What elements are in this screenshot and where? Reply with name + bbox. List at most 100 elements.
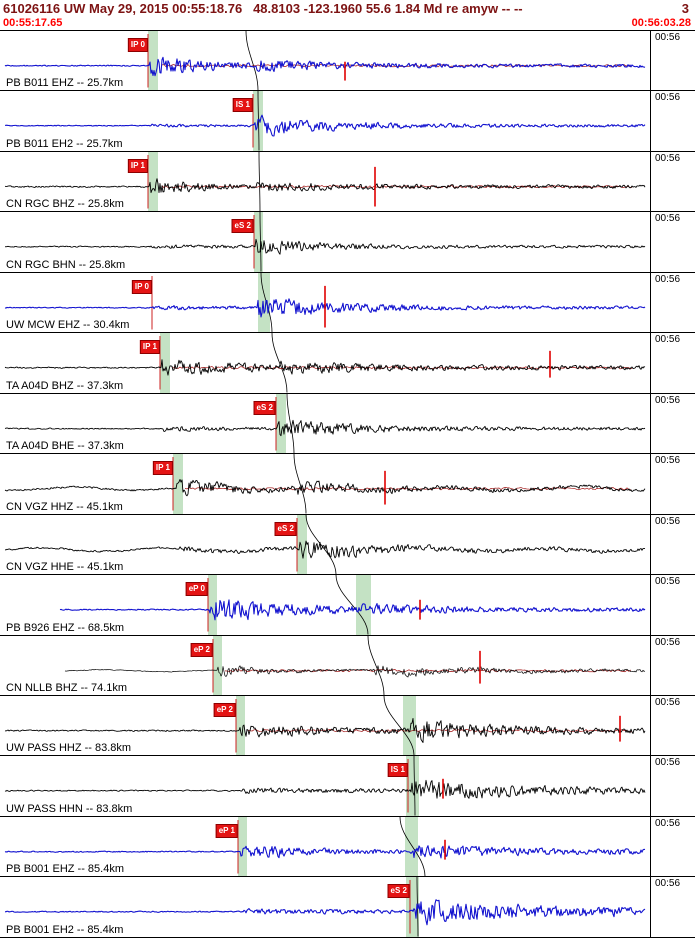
panel-right-margin: 00:56: [650, 333, 695, 393]
trace-station-label: PB B001 EHZ -- 85.4km: [6, 863, 124, 876]
phase-pick-label-uw-pass-hhz[interactable]: eP 2: [213, 702, 236, 717]
panel-time-label: 00:56: [655, 878, 681, 890]
window-start-time: 00:55:17.65: [3, 17, 63, 29]
trace-panel-pb-b011-ehz: IP 0 PB B011 EHZ -- 25.7km 00:56: [0, 30, 695, 91]
s-moveout-curve: [259, 212, 262, 272]
seismogram-trace: [4, 780, 646, 800]
panel-time-label: 00:56: [655, 92, 681, 104]
s-moveout-curve: [286, 393, 295, 454]
s-moveout-curve: [335, 575, 369, 635]
phase-pick-label-cn-vgz-hhe[interactable]: eS 2: [274, 521, 297, 536]
s-moveout-curve: [245, 31, 259, 91]
phase-pick-label-cn-nllb-bhz[interactable]: eP 2: [190, 642, 213, 657]
s-moveout-curve: [293, 454, 307, 514]
trace-panel-ta-a04d-bhe: eS 2 TA A04D BHE -- 37.3km 00:56: [0, 392, 695, 454]
trace-station-label: TA A04D BHE -- 37.3km: [6, 440, 124, 453]
seismogram-trace: [59, 599, 646, 621]
panel-right-margin: 00:56: [650, 877, 695, 937]
panel-time-label: 00:56: [655, 455, 681, 467]
waveform-pb-b926-ehz[interactable]: [0, 575, 650, 635]
s-moveout-curve: [271, 333, 288, 393]
waveform-uw-pass-hhn[interactable]: [0, 756, 650, 816]
waveform-cn-rgc-bhn[interactable]: [0, 212, 650, 272]
trace-panel-ta-a04d-bhz: IP 1 TA A04D BHZ -- 37.3km 00:56: [0, 332, 695, 393]
pick-window-band: [276, 393, 286, 454]
panel-time-label: 00:56: [655, 636, 681, 648]
event-summary: 61026116 UW May 29, 2015 00:55:18.76 48.…: [3, 1, 523, 16]
trace-station-label: UW PASS HHN -- 83.8km: [6, 802, 133, 815]
s-moveout-curve: [305, 514, 337, 575]
phase-pick-label-cn-vgz-hhz[interactable]: IP 1: [152, 461, 173, 476]
panel-time-label: 00:56: [655, 213, 681, 225]
phase-pick-label-ta-a04d-bhz[interactable]: IP 1: [139, 340, 160, 355]
waveform-cn-nllb-bhz[interactable]: [0, 635, 650, 695]
trace-station-label: UW MCW EHZ -- 30.4km: [6, 319, 130, 332]
waveform-cn-vgz-hhz[interactable]: [0, 454, 650, 514]
pick-window-band: [160, 333, 170, 393]
phase-pick-label-pb-b011-eh2[interactable]: IS 1: [232, 98, 253, 113]
s-moveout-curve: [413, 756, 416, 816]
pick-window-band: [403, 695, 416, 756]
trace-panel-uw-mcw-ehz: IP 0 UW MCW EHZ -- 30.4km 00:56: [0, 271, 695, 333]
panel-right-margin: 00:56: [650, 272, 695, 333]
panel-time-label: 00:56: [655, 32, 681, 43]
panel-time-label: 00:56: [655, 273, 681, 285]
panel-right-margin: 00:56: [650, 514, 695, 575]
phase-pick-label-uw-pass-hhn[interactable]: IS 1: [387, 763, 408, 778]
trace-station-label: PB B001 EH2 -- 85.4km: [6, 923, 124, 936]
waveform-pb-b001-ehz[interactable]: [0, 816, 650, 877]
phase-pick-label-pb-b011-ehz[interactable]: IP 0: [127, 38, 148, 52]
waveform-uw-pass-hhz[interactable]: [0, 695, 650, 756]
seismogram-trace: [4, 899, 646, 926]
phase-pick-label-cn-rgc-bhn[interactable]: eS 2: [231, 219, 254, 234]
waveform-ta-a04d-bhz[interactable]: [0, 333, 650, 393]
waveform-cn-vgz-hhe[interactable]: [0, 514, 650, 575]
waveform-pb-b001-eh2[interactable]: [0, 877, 650, 937]
s-moveout-curve: [258, 151, 261, 212]
phase-pick-label-pb-b926-ehz[interactable]: eP 0: [185, 582, 208, 597]
trace-panel-pb-b011-eh2: IS 1 PB B011 EH2 -- 25.7km 00:56: [0, 90, 695, 151]
trace-station-label: CN VGZ HHZ -- 45.1km: [6, 500, 123, 513]
waveform-ta-a04d-bhe[interactable]: [0, 393, 650, 454]
pick-window-band: [148, 31, 158, 91]
panel-right-margin: 00:56: [650, 393, 695, 454]
trace-station-label: PB B011 EH2 -- 25.7km: [6, 137, 123, 150]
seismogram-trace: [4, 717, 646, 743]
panel-time-label: 00:56: [655, 576, 681, 588]
seismogram-trace: [4, 540, 646, 559]
predicted-trace-overlay: [224, 668, 632, 672]
waveform-uw-mcw-ehz[interactable]: [0, 272, 650, 333]
phase-pick-label-ta-a04d-bhe[interactable]: eS 2: [253, 400, 276, 415]
panel-time-label: 00:56: [655, 394, 681, 406]
pick-window-band: [238, 816, 247, 877]
panel-time-label: 00:56: [655, 334, 681, 346]
seismogram-trace: [4, 479, 646, 497]
panel-right-margin: 00:56: [650, 454, 695, 514]
waveform-pb-b011-ehz[interactable]: [0, 31, 650, 91]
trace-station-label: PB B011 EHZ -- 25.7km: [6, 77, 124, 90]
s-moveout-curve: [383, 695, 415, 756]
phase-pick-label-pb-b001-ehz[interactable]: eP 1: [215, 823, 238, 838]
trace-panel-uw-pass-hhz: eP 2 UW PASS HHZ -- 83.8km 00:56: [0, 694, 695, 756]
phase-pick-label-cn-rgc-bhz[interactable]: IP 1: [127, 158, 148, 173]
trace-station-label: UW PASS HHZ -- 83.8km: [6, 742, 132, 755]
trace-panel-pb-b001-eh2: eS 2 PB B001 EH2 -- 85.4km 00:56: [0, 876, 695, 937]
pick-window-band: [297, 514, 307, 575]
pick-window-band: [208, 575, 217, 635]
phase-pick-label-pb-b001-eh2[interactable]: eS 2: [387, 884, 410, 899]
trace-station-label: CN VGZ HHE -- 45.1km: [6, 561, 124, 574]
trace-panel-uw-pass-hhn: IS 1 UW PASS HHN -- 83.8km 00:56: [0, 755, 695, 816]
waveform-pb-b011-eh2[interactable]: [0, 91, 650, 151]
phase-pick-label-uw-mcw-ehz[interactable]: IP 0: [131, 279, 152, 294]
panel-right-margin: 00:56: [650, 695, 695, 756]
panel-right-margin: 00:56: [650, 91, 695, 151]
trace-station-label: CN RGC BHN -- 25.8km: [6, 258, 126, 271]
seismogram-trace: [64, 664, 646, 677]
panel-right-margin: 00:56: [650, 212, 695, 272]
panel-right-margin: 00:56: [650, 31, 695, 91]
trace-panel-cn-vgz-hhe: eS 2 CN VGZ HHE -- 45.1km 00:56: [0, 513, 695, 575]
waveform-cn-rgc-bhz[interactable]: [0, 151, 650, 212]
panel-time-label: 00:56: [655, 515, 681, 527]
trace-station-label: PB B926 EHZ -- 68.5km: [6, 621, 124, 634]
pick-window-band: [236, 695, 245, 756]
